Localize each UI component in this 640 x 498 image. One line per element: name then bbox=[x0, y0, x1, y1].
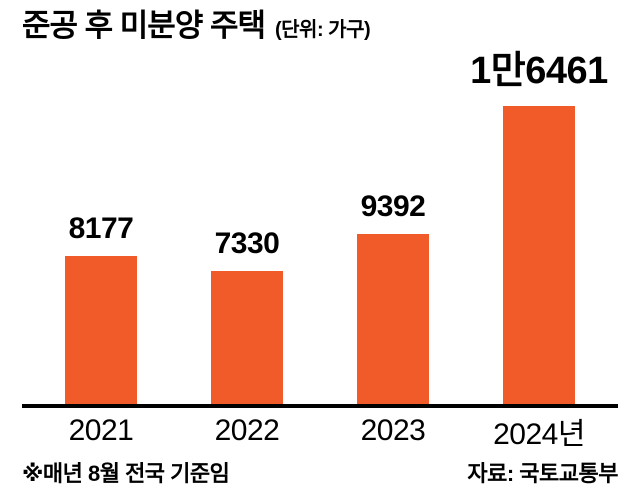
bar bbox=[503, 106, 575, 404]
x-axis-line bbox=[22, 404, 618, 408]
chart-footer: ※매년 8월 전국 기준임 자료: 국토교통부 bbox=[22, 454, 618, 490]
x-axis-label: 2021 bbox=[68, 414, 134, 447]
x-axis-labels: 2021 2022 2023 2024년 bbox=[22, 408, 618, 454]
bar-area: 8177 7330 9392 1만6461 bbox=[22, 50, 618, 404]
bar-value-label: 9392 bbox=[360, 190, 426, 223]
x-axis-label: 2023 bbox=[360, 414, 426, 447]
bar-column: 7330 bbox=[174, 227, 320, 404]
bar bbox=[357, 234, 429, 404]
bar bbox=[211, 271, 283, 404]
x-axis-label: 2022 bbox=[214, 414, 280, 447]
bar-value-label: 1만6461 bbox=[470, 50, 608, 92]
footnote: ※매년 8월 전국 기준임 bbox=[22, 461, 230, 486]
bar-value-label: 7330 bbox=[214, 227, 280, 260]
source-label: 자료: 국토교통부 bbox=[467, 461, 618, 486]
bar-column: 9392 bbox=[320, 190, 466, 404]
bar-value-label: 8177 bbox=[68, 212, 134, 245]
bar-column: 8177 bbox=[28, 212, 174, 404]
chart-unit-label: (단위: 가구) bbox=[275, 19, 371, 41]
bar bbox=[65, 256, 137, 404]
chart-title: 준공 후 미분양 주택 bbox=[22, 8, 266, 43]
bar-column: 1만6461 bbox=[466, 39, 612, 404]
bar-chart: 8177 7330 9392 1만6461 2021 2022 2023 2024년 bbox=[22, 50, 618, 454]
chart-header: 준공 후 미분양 주택 (단위: 가구) bbox=[22, 8, 618, 52]
x-axis-label: 2024년 bbox=[493, 418, 585, 451]
